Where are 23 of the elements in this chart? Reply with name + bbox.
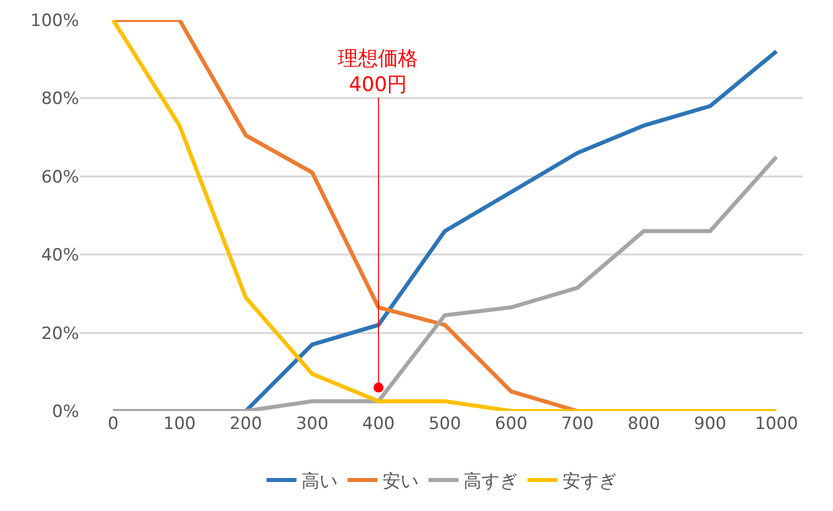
- x-tick-label: 500: [428, 414, 462, 434]
- y-tick-label: 0%: [52, 402, 79, 422]
- y-tick-label: 80%: [41, 89, 79, 110]
- x-tick-label: 1000: [754, 414, 798, 434]
- x-tick-label: 0: [108, 414, 119, 434]
- x-tick-label: 600: [494, 414, 528, 434]
- x-tick-label: 200: [230, 414, 262, 434]
- y-tick-label: 100%: [30, 10, 79, 31]
- y-tick-label: 60%: [41, 167, 79, 188]
- legend-label: 安すぎ: [562, 471, 616, 492]
- x-tick-label: 300: [296, 414, 328, 434]
- x-tick-label: 800: [628, 414, 660, 434]
- legend-label: 安い: [382, 471, 418, 492]
- y-tick-label: 40%: [41, 246, 79, 266]
- x-tick-label: 400: [362, 414, 395, 434]
- line-series: [111, 154, 778, 411]
- legend-label: 高い: [302, 471, 338, 492]
- x-tick-label: 900: [694, 414, 726, 434]
- x-tick-label: 700: [561, 414, 594, 434]
- y-tick-label: 20%: [41, 324, 79, 344]
- annotation: 理想価格 400円: [338, 46, 418, 96]
- legend-label: 高すぎ: [464, 471, 518, 492]
- x-tick-label: 100: [163, 414, 196, 434]
